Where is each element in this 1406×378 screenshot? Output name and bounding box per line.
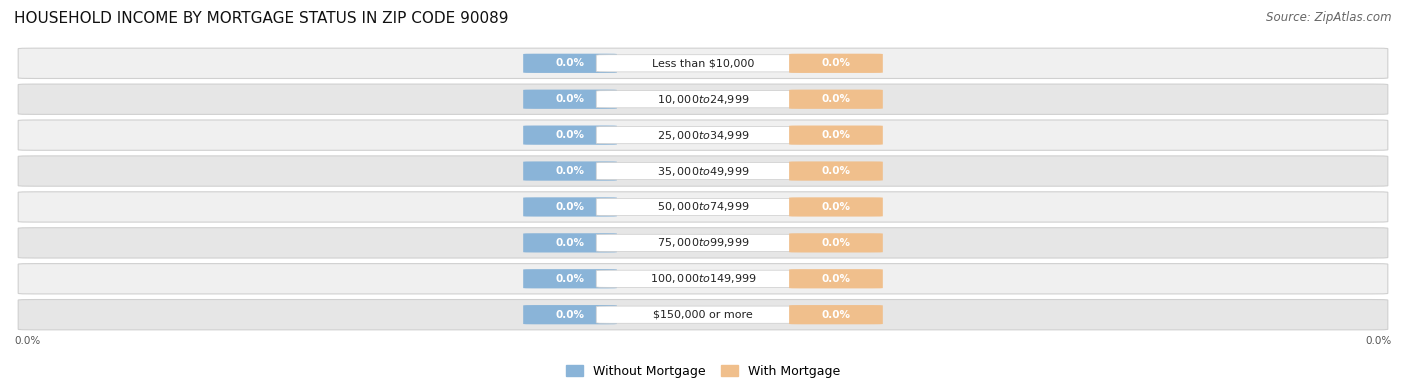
Text: 0.0%: 0.0% — [821, 58, 851, 68]
Text: $75,000 to $99,999: $75,000 to $99,999 — [657, 236, 749, 249]
Text: 0.0%: 0.0% — [821, 310, 851, 320]
Text: $25,000 to $34,999: $25,000 to $34,999 — [657, 129, 749, 142]
Text: Less than $10,000: Less than $10,000 — [652, 58, 754, 68]
FancyBboxPatch shape — [523, 197, 617, 217]
FancyBboxPatch shape — [18, 263, 1388, 294]
Text: Source: ZipAtlas.com: Source: ZipAtlas.com — [1267, 11, 1392, 24]
FancyBboxPatch shape — [789, 54, 883, 73]
Legend: Without Mortgage, With Mortgage: Without Mortgage, With Mortgage — [565, 365, 841, 378]
FancyBboxPatch shape — [789, 161, 883, 181]
FancyBboxPatch shape — [596, 270, 810, 287]
Text: 0.0%: 0.0% — [555, 238, 585, 248]
Text: 0.0%: 0.0% — [821, 166, 851, 176]
Text: $100,000 to $149,999: $100,000 to $149,999 — [650, 272, 756, 285]
FancyBboxPatch shape — [18, 228, 1388, 258]
Text: 0.0%: 0.0% — [555, 166, 585, 176]
Text: 0.0%: 0.0% — [14, 336, 41, 345]
FancyBboxPatch shape — [523, 305, 617, 324]
FancyBboxPatch shape — [18, 120, 1388, 150]
FancyBboxPatch shape — [596, 91, 810, 108]
Text: 0.0%: 0.0% — [555, 130, 585, 140]
Text: $35,000 to $49,999: $35,000 to $49,999 — [657, 164, 749, 178]
Text: HOUSEHOLD INCOME BY MORTGAGE STATUS IN ZIP CODE 90089: HOUSEHOLD INCOME BY MORTGAGE STATUS IN Z… — [14, 11, 509, 26]
FancyBboxPatch shape — [596, 306, 810, 323]
Text: 0.0%: 0.0% — [555, 94, 585, 104]
FancyBboxPatch shape — [18, 156, 1388, 186]
FancyBboxPatch shape — [523, 233, 617, 253]
Text: 0.0%: 0.0% — [821, 130, 851, 140]
FancyBboxPatch shape — [789, 305, 883, 324]
Text: $50,000 to $74,999: $50,000 to $74,999 — [657, 200, 749, 214]
FancyBboxPatch shape — [789, 125, 883, 145]
FancyBboxPatch shape — [523, 90, 617, 109]
Text: 0.0%: 0.0% — [555, 274, 585, 284]
FancyBboxPatch shape — [18, 84, 1388, 115]
Text: $10,000 to $24,999: $10,000 to $24,999 — [657, 93, 749, 106]
Text: 0.0%: 0.0% — [555, 310, 585, 320]
FancyBboxPatch shape — [789, 197, 883, 217]
FancyBboxPatch shape — [523, 54, 617, 73]
FancyBboxPatch shape — [789, 269, 883, 288]
FancyBboxPatch shape — [18, 299, 1388, 330]
FancyBboxPatch shape — [523, 269, 617, 288]
FancyBboxPatch shape — [596, 163, 810, 180]
FancyBboxPatch shape — [18, 192, 1388, 222]
Text: $150,000 or more: $150,000 or more — [654, 310, 752, 320]
FancyBboxPatch shape — [18, 48, 1388, 79]
Text: 0.0%: 0.0% — [555, 202, 585, 212]
FancyBboxPatch shape — [596, 127, 810, 144]
Text: 0.0%: 0.0% — [821, 238, 851, 248]
FancyBboxPatch shape — [789, 90, 883, 109]
FancyBboxPatch shape — [523, 161, 617, 181]
Text: 0.0%: 0.0% — [555, 58, 585, 68]
FancyBboxPatch shape — [596, 234, 810, 251]
FancyBboxPatch shape — [789, 233, 883, 253]
Text: 0.0%: 0.0% — [1365, 336, 1392, 345]
Text: 0.0%: 0.0% — [821, 274, 851, 284]
FancyBboxPatch shape — [596, 55, 810, 72]
FancyBboxPatch shape — [596, 198, 810, 215]
Text: 0.0%: 0.0% — [821, 94, 851, 104]
FancyBboxPatch shape — [523, 125, 617, 145]
Text: 0.0%: 0.0% — [821, 202, 851, 212]
